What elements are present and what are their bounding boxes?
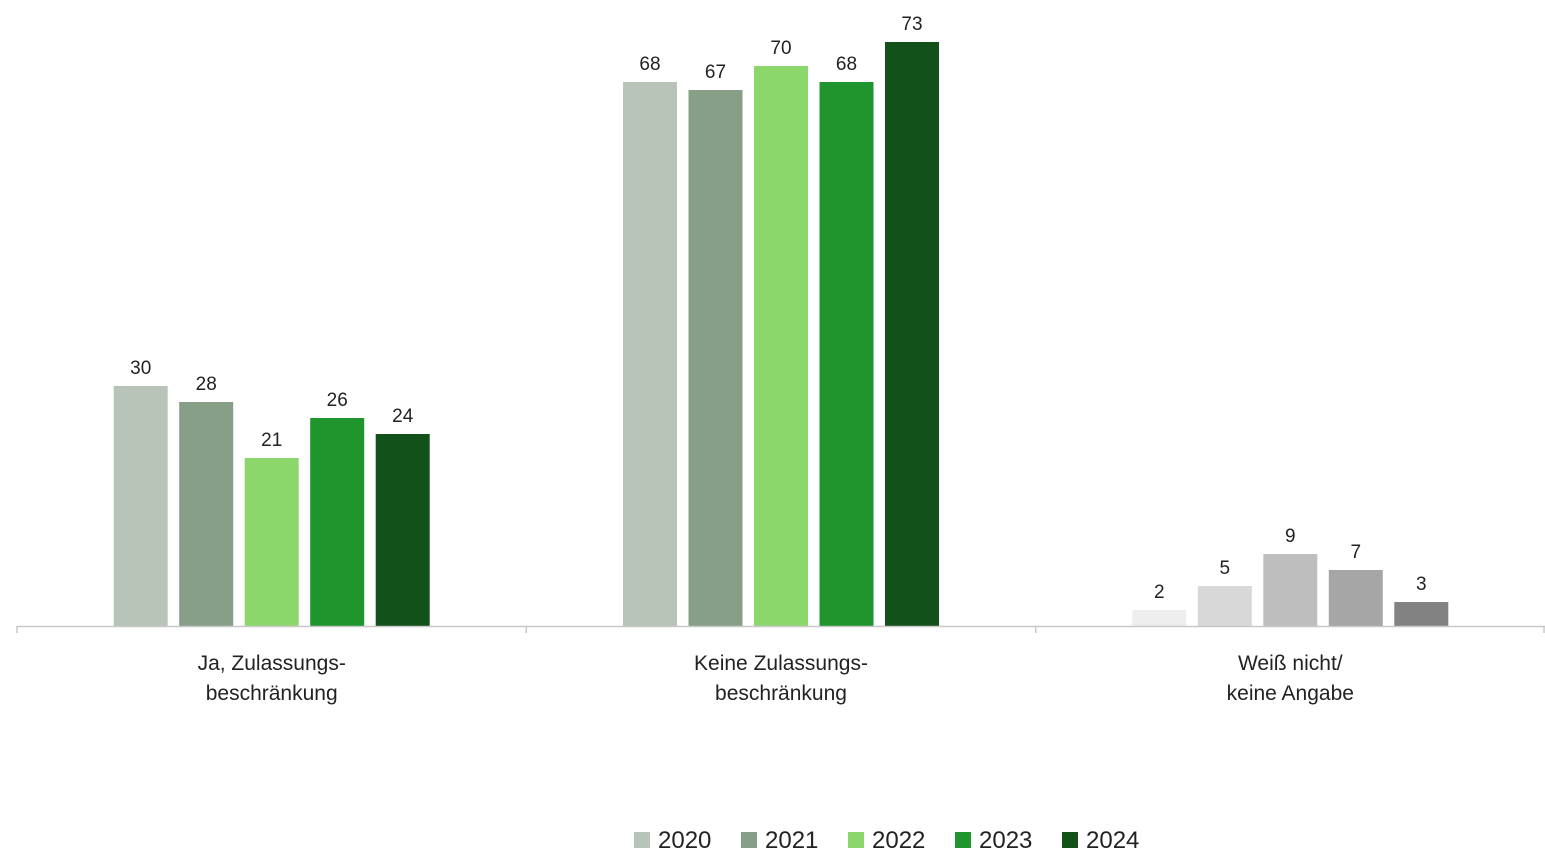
value-label-2023-group-3: 7	[1351, 542, 1362, 563]
value-label-2024-group-3: 3	[1416, 574, 1427, 595]
value-label-2021-group-2: 67	[705, 62, 726, 83]
legend-label-2020: 2020	[658, 827, 711, 854]
bar-2020-group-2	[623, 82, 677, 626]
value-label-2021-group-3: 5	[1220, 558, 1231, 579]
value-label-2020-group-3: 2	[1154, 582, 1165, 603]
bar-2021-group-1	[179, 402, 234, 626]
value-label-2020-group-2: 68	[639, 54, 660, 75]
legend-swatch-2020	[634, 832, 650, 848]
bar-2024-group-3	[1394, 602, 1449, 626]
bar-2022-group-3	[1263, 554, 1318, 626]
bar-2024-group-2	[885, 42, 939, 626]
bar-2024-group-1	[375, 434, 430, 626]
value-label-2020-group-1: 30	[130, 358, 151, 379]
legend-label-2023: 2023	[979, 827, 1032, 854]
value-label-2024-group-2: 73	[901, 14, 922, 35]
category-label-3: Weiß nicht/keine Angabe	[1227, 652, 1354, 705]
value-label-2022-group-3: 9	[1285, 526, 1296, 547]
value-label-2023-group-1: 26	[327, 390, 348, 411]
legend-label-2024: 2024	[1086, 827, 1139, 854]
value-label-2022-group-1: 21	[261, 430, 282, 451]
legend-label-2022: 2022	[872, 827, 925, 854]
x-axis	[16, 625, 1545, 633]
bar-2020-group-1	[113, 386, 168, 626]
bars	[113, 42, 1449, 626]
legend: 2020 2021 2022 2023 2024	[634, 827, 1139, 854]
legend-swatch-2024	[1062, 832, 1078, 848]
value-label-2021-group-1: 28	[196, 374, 217, 395]
legend-swatch-2021	[741, 832, 757, 848]
value-label-2022-group-2: 70	[770, 38, 791, 59]
bar-2021-group-3	[1197, 586, 1252, 626]
value-label-2023-group-2: 68	[836, 54, 857, 75]
bar-2023-group-2	[819, 82, 874, 626]
category-labels: Ja, Zulassungs-beschränkung Keine Zulassu…	[198, 652, 1354, 705]
legend-label-2021: 2021	[765, 827, 818, 854]
category-label-1: Ja, Zulassungs-beschränkung	[198, 652, 346, 705]
bar-2022-group-2	[754, 66, 808, 626]
bar-2022-group-1	[244, 458, 299, 626]
value-label-2024-group-1: 24	[392, 406, 414, 427]
bar-2020-group-3	[1132, 610, 1187, 626]
bar-2021-group-2	[688, 90, 743, 626]
legend-swatch-2022	[848, 832, 864, 848]
bar-2023-group-1	[310, 418, 365, 626]
category-label-2: Keine Zulassungs-beschränkung	[694, 652, 868, 705]
legend-swatch-2023	[955, 832, 971, 848]
bar-2023-group-3	[1328, 570, 1383, 626]
